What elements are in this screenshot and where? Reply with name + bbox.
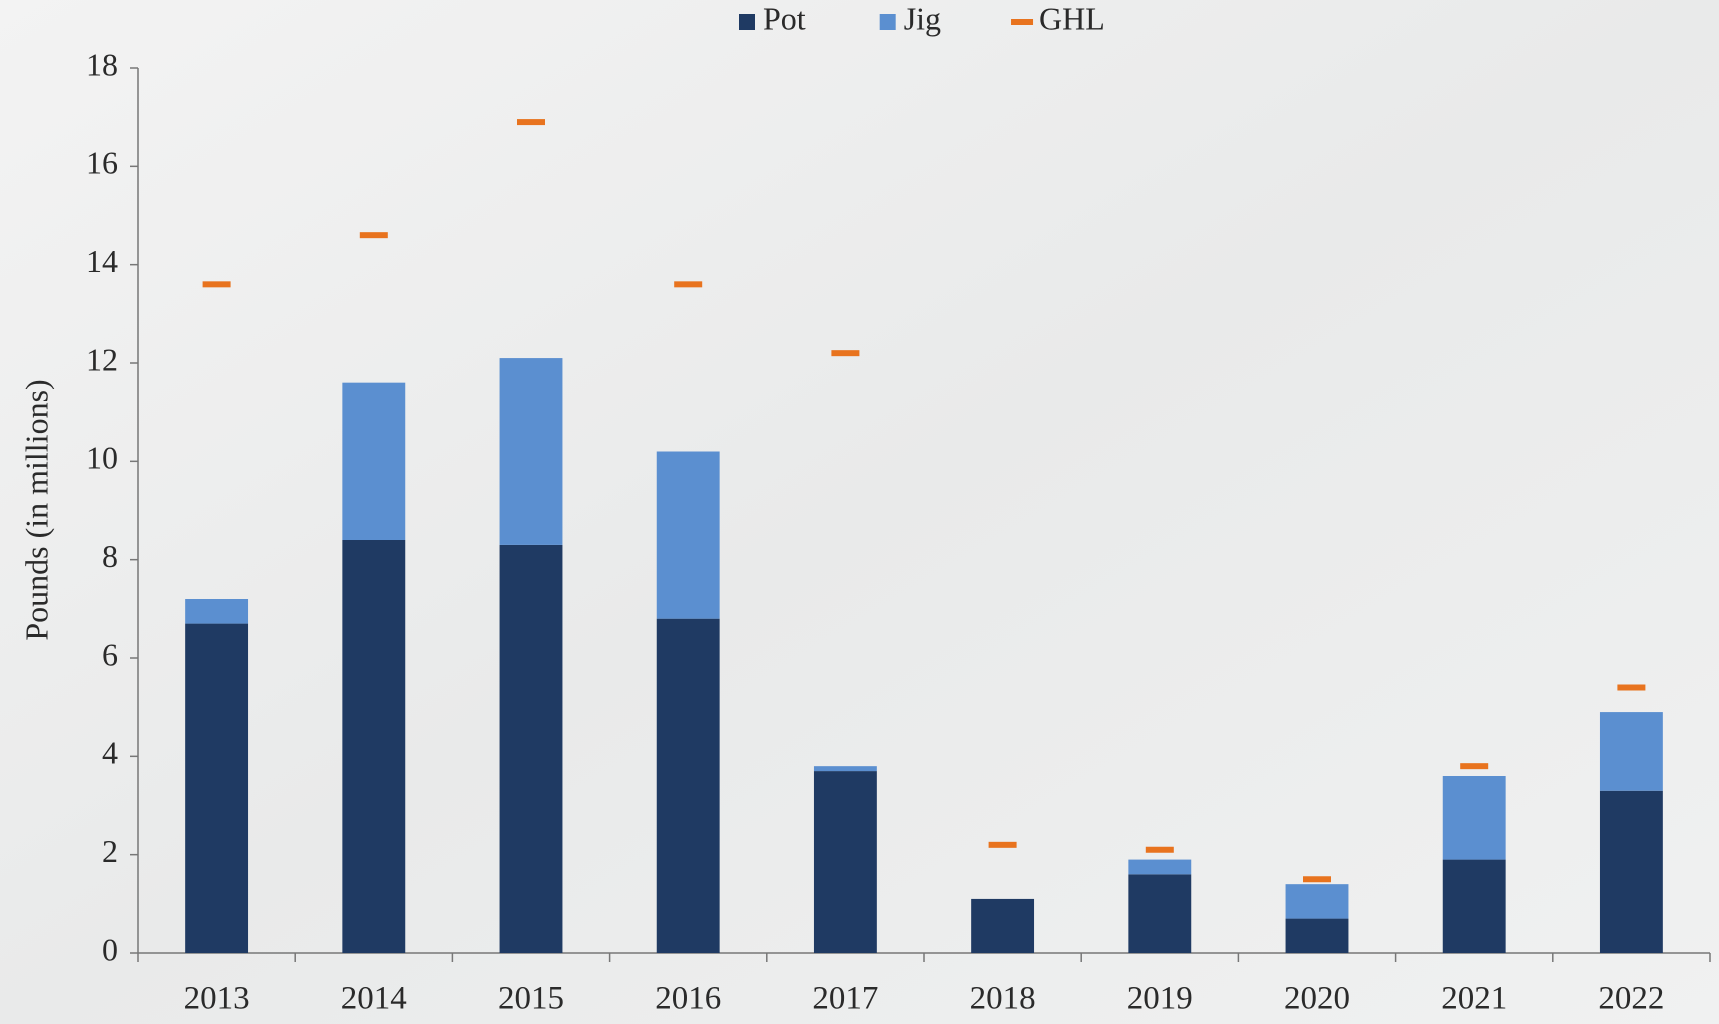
bar-segment (813, 766, 877, 772)
y-tick-label: 16 (86, 145, 118, 181)
bar-segment (1442, 859, 1506, 953)
ghl-marker (1303, 876, 1331, 883)
bar-segment (1442, 776, 1506, 860)
ghl-marker (988, 841, 1017, 848)
x-tick-label: 2020 (1284, 981, 1350, 1017)
x-tick-label: 2021 (1441, 981, 1507, 1017)
legend-swatch (739, 14, 755, 30)
ghl-marker (1617, 684, 1646, 691)
bar-segment (971, 898, 1035, 953)
ghl-marker (202, 281, 231, 288)
legend-label: Pot (763, 0, 806, 36)
bar-segment (185, 623, 249, 953)
ghl-marker (359, 232, 388, 239)
y-axis-title: Pounds (in millions) (18, 379, 54, 640)
x-tick-label: 2015 (498, 981, 564, 1017)
y-tick-label: 10 (86, 440, 118, 476)
bar-segment (342, 540, 406, 953)
bar-segment (185, 599, 249, 624)
y-tick-label: 0 (102, 931, 118, 967)
x-tick-label: 2016 (655, 981, 721, 1017)
x-tick-label: 2014 (341, 981, 407, 1017)
x-tick-label: 2019 (1127, 981, 1193, 1017)
x-tick-label: 2013 (184, 981, 250, 1017)
bar-segment (1285, 884, 1349, 919)
x-tick-label: 2022 (1598, 981, 1664, 1017)
legend-swatch (1011, 19, 1034, 25)
ghl-marker (517, 119, 545, 126)
ghl-marker (1145, 846, 1174, 853)
bar-segment (1128, 874, 1192, 953)
ghl-marker (1460, 763, 1489, 770)
bar-segment (656, 451, 720, 619)
y-tick-label: 6 (102, 636, 118, 672)
bar-segment (499, 544, 563, 953)
y-tick-label: 8 (102, 538, 118, 574)
legend-swatch (879, 14, 896, 30)
bar-segment (499, 358, 563, 545)
legend-label: GHL (1039, 0, 1105, 36)
bar-segment (656, 618, 720, 953)
bar-segment (813, 771, 877, 953)
x-tick-label: 2018 (970, 981, 1036, 1017)
bar-segment (1599, 712, 1663, 791)
ghl-marker (674, 281, 703, 288)
bar-segment (1285, 918, 1349, 953)
y-tick-label: 18 (86, 46, 118, 82)
y-tick-label: 12 (86, 341, 118, 377)
y-tick-label: 14 (86, 243, 118, 279)
ghl-marker (831, 350, 860, 357)
x-tick-label: 2017 (812, 981, 878, 1017)
legend-label: Jig (904, 0, 941, 36)
bar-segment (342, 382, 406, 540)
y-tick-label: 2 (102, 833, 118, 869)
bar-segment (1599, 790, 1663, 953)
bar-segment (1128, 859, 1192, 875)
y-tick-label: 4 (102, 735, 118, 771)
